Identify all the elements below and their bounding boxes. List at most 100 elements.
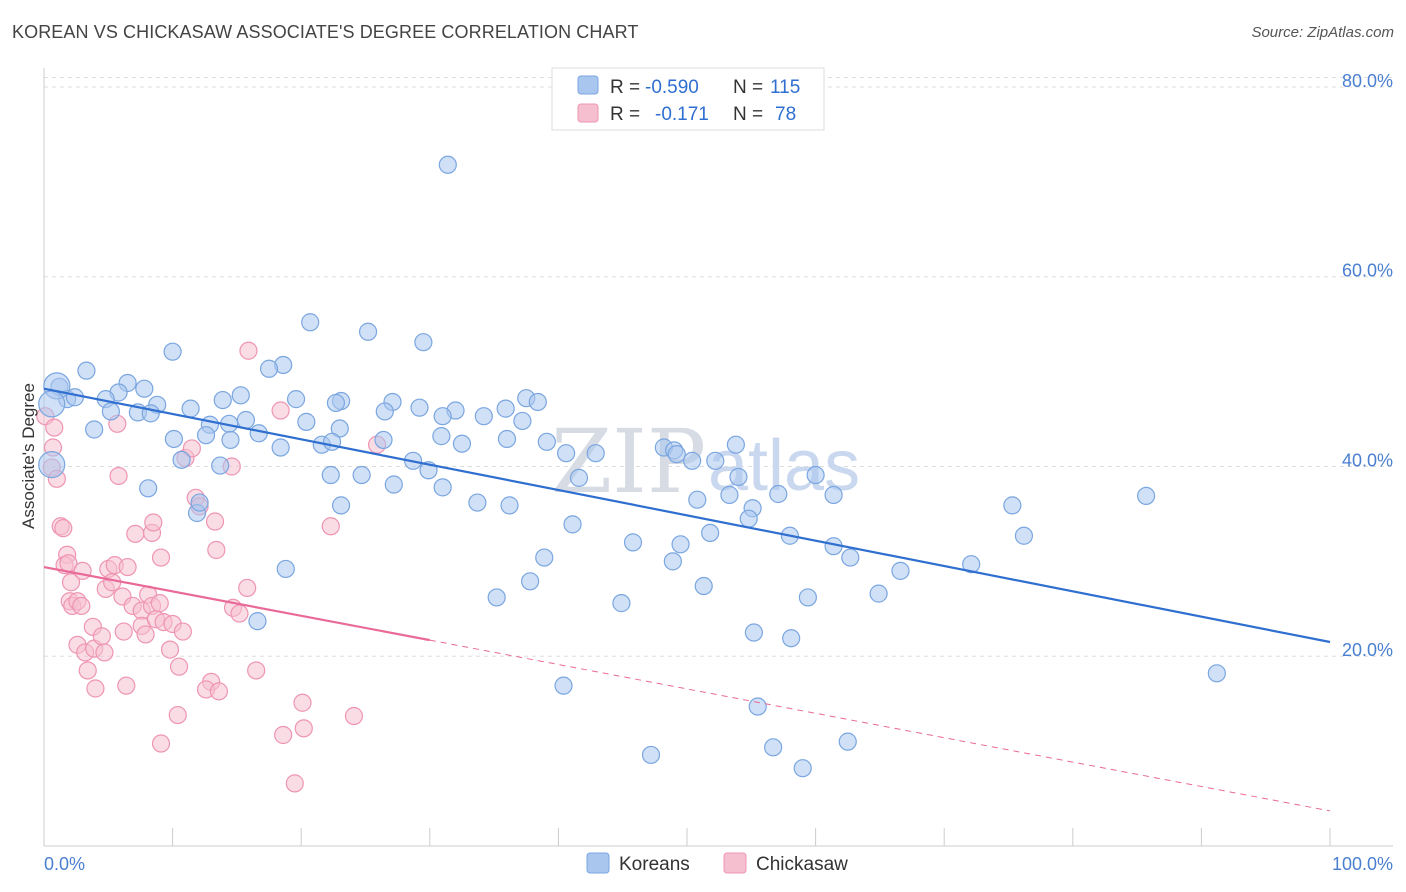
koreans-point [331, 496, 351, 515]
koreans-point [172, 450, 191, 469]
chickasaw-point [247, 661, 266, 680]
koreans-point [806, 465, 825, 485]
koreans-point [139, 479, 158, 498]
koreans-point [297, 412, 316, 431]
koreans-point [1207, 664, 1226, 683]
koreans-point [824, 485, 843, 505]
koreans-point [769, 484, 788, 504]
chickasaw-point [150, 594, 169, 613]
n-label: N = [733, 77, 763, 98]
chickasaw-trend-line [43, 565, 431, 642]
y-axis-title: Associate's Degree [19, 383, 38, 529]
chickasaw-point [207, 540, 226, 560]
chickasaw-point [78, 661, 97, 680]
chickasaw-point [209, 682, 228, 701]
chart-title: KOREAN VS CHICKASAW ASSOCIATE'S DEGREE C… [12, 22, 639, 42]
koreans-point [537, 432, 556, 451]
chickasaw-legend-swatch [723, 852, 747, 874]
r-value: -0.171 [655, 104, 709, 125]
axes [43, 68, 1393, 847]
stats-legend-row-koreans: R = -0.590 N = 115 [577, 75, 800, 98]
chickasaw-swatch [577, 103, 599, 123]
koreans-point [500, 496, 519, 515]
koreans-point [528, 392, 547, 412]
koreans-point [85, 420, 104, 439]
koreans-point [720, 485, 739, 505]
koreans-point [236, 410, 256, 430]
r-value: -0.590 [645, 77, 699, 98]
n-label: N = [733, 104, 763, 125]
koreans-point [1137, 486, 1156, 505]
koreans-point [141, 404, 160, 423]
chickasaw-point [103, 573, 122, 592]
chickasaw-trend-extension [429, 639, 1331, 812]
chickasaw-point [86, 679, 105, 698]
chickasaw-point [45, 418, 64, 437]
chickasaw-point [54, 519, 73, 538]
koreans-point [641, 745, 661, 765]
koreans-point [688, 490, 707, 509]
chickasaw-point [109, 466, 128, 486]
koreans-point [135, 379, 154, 398]
koreans-point [891, 561, 910, 580]
chickasaw-point [239, 341, 258, 360]
chickasaw-points [36, 341, 387, 793]
koreans-point [38, 390, 66, 418]
koreans-point [352, 465, 371, 485]
koreans-point [38, 450, 66, 479]
koreans-point [433, 478, 452, 497]
chickasaw-point [151, 548, 171, 567]
koreans-point [164, 429, 183, 449]
koreans-point [782, 629, 801, 648]
koreans-point [259, 359, 279, 378]
chickasaw-point [73, 561, 92, 580]
koreans-point [438, 155, 457, 174]
koreans-point [286, 390, 306, 409]
koreans-point [521, 572, 540, 591]
chickasaw-point [271, 401, 290, 420]
koreans-point [163, 342, 182, 361]
koreans-point [196, 426, 216, 445]
chickasaw-point [114, 622, 133, 641]
r-label: R = [610, 77, 640, 98]
koreans-point [694, 576, 713, 596]
koreans-point [683, 451, 702, 470]
koreans-point [410, 398, 429, 417]
koreans-point [793, 759, 812, 778]
r-label: R = [610, 104, 640, 125]
chickasaw-point [294, 719, 313, 738]
legend-item-koreans[interactable]: Koreans [586, 852, 690, 875]
chickasaw-point [321, 517, 340, 536]
koreans-trend-line [43, 387, 1331, 644]
koreans-point [612, 594, 631, 613]
koreans-point [554, 676, 573, 695]
chickasaw-point [160, 640, 180, 659]
koreans-legend-swatch [586, 852, 610, 874]
chickasaw-point [285, 774, 304, 793]
koreans-point [744, 623, 763, 642]
y-tick-label: 20.0% [1342, 640, 1393, 660]
koreans-point [869, 584, 888, 603]
x-tick-label-max: 100.0% [1332, 854, 1393, 874]
chickasaw-point [293, 693, 312, 712]
stats-legend-row-chickasaw: R = -0.171 N = 78 [577, 103, 796, 125]
koreans-point [729, 467, 748, 487]
chickasaw-point [95, 643, 114, 662]
chickasaw-point [136, 625, 155, 644]
chickasaw-legend-label: Chickasaw [756, 854, 848, 875]
koreans-point [181, 399, 200, 418]
legend-item-chickasaw[interactable]: Chickasaw [723, 852, 848, 875]
stats-legend: R = -0.590 N = 115 R = -0.171 N = 78 [551, 67, 825, 131]
koreans-point [623, 533, 643, 552]
y-tick-label: 60.0% [1342, 261, 1393, 281]
watermark-zip: ZIP [551, 410, 706, 513]
koreans-point [962, 555, 981, 574]
koreans-point [739, 509, 758, 528]
chickasaw-point [118, 557, 137, 577]
koreans-point [213, 390, 232, 410]
koreans-point [414, 333, 433, 352]
koreans-swatch [577, 75, 599, 95]
y-tick-labels: 20.0% 40.0% 60.0% 80.0% [1342, 71, 1393, 660]
koreans-point [301, 313, 320, 332]
